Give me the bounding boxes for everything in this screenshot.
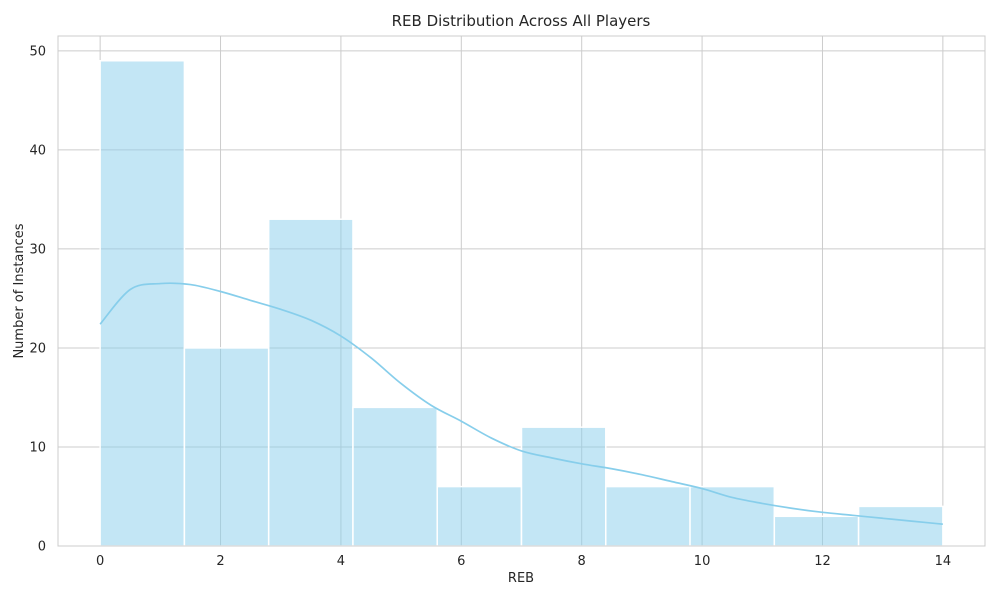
- kde-curve: [99, 282, 943, 526]
- y-axis-label: Number of Instances: [12, 223, 27, 358]
- y-tick-label: 50: [29, 44, 46, 59]
- x-tick-label: 2: [216, 554, 224, 569]
- histogram-bars: [99, 60, 944, 547]
- x-tick-label: 14: [935, 554, 952, 569]
- x-axis-label: REB: [508, 571, 534, 586]
- histogram-bar: [520, 426, 607, 547]
- x-tick-label: 10: [694, 554, 711, 569]
- histogram-bar: [605, 485, 691, 547]
- histogram-bar: [99, 60, 186, 547]
- histogram-bar: [773, 515, 860, 547]
- histogram-bar: [183, 347, 270, 547]
- y-tick-label: 30: [29, 242, 46, 257]
- plot-frame: [57, 35, 986, 547]
- y-tick-label: 10: [29, 440, 46, 455]
- x-tick-label: 8: [578, 554, 586, 569]
- histogram-bar: [857, 505, 944, 547]
- x-tick-label: 6: [457, 554, 465, 569]
- histogram-bar: [436, 485, 523, 547]
- histogram-bar: [267, 218, 354, 547]
- y-tick-label: 20: [29, 341, 46, 356]
- x-tick-label: 12: [814, 554, 831, 569]
- histogram-bar: [689, 485, 776, 547]
- x-tick-label: 4: [337, 554, 345, 569]
- histogram-bar: [352, 406, 438, 547]
- chart-title: REB Distribution Across All Players: [392, 12, 651, 30]
- x-tick-label: 0: [96, 554, 104, 569]
- tick-labels: 0 2 4 6 8 10 12 14 0 10 20 30 40 50: [29, 44, 951, 569]
- y-tick-label: 0: [38, 540, 46, 555]
- y-tick-label: 40: [29, 143, 46, 158]
- kde-curve-layer: [99, 282, 943, 526]
